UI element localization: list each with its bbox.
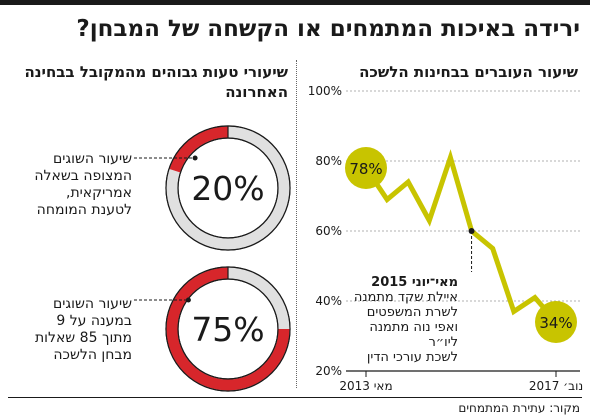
donut-inner-edge [177, 137, 279, 239]
data-point [385, 198, 389, 201]
annotation-line: לשרת המשפטים [366, 305, 458, 320]
data-point [533, 296, 537, 299]
description-line: מבחן הלשכה [53, 347, 132, 363]
x-tick-label: מאי 2013 [339, 379, 392, 393]
description-line: אמריקאית, [66, 185, 132, 201]
annotation-line: לשכת עורכי הדין [366, 350, 458, 365]
description-line: לטענת המומחה [36, 202, 132, 218]
description-line: מתוך 85 שאלות [34, 330, 132, 346]
donut-track [166, 126, 290, 250]
description-line: במענה על 9 [56, 313, 132, 329]
page-title: ירידה באיכות המתמחים או הקשחה של המבחן? [76, 16, 580, 42]
annotation-line: ואפי נוה מתמנה ליו״ר [369, 320, 458, 350]
x-tick-label: נוב׳ 2017 [529, 379, 583, 393]
value-bubble [535, 301, 577, 343]
value-bubble [345, 147, 387, 189]
donut-2-description: שיעור השוגים במענה על 9 מתוך 85 שאלות מב… [6, 296, 132, 364]
donut-outer-ring [165, 266, 291, 392]
data-point [470, 229, 474, 233]
annotation-line: איילת שקד מתמנה [353, 290, 458, 305]
donut-1-description: שיעור השוגים המצופה בשאלה אמריקאית, לטענ… [6, 151, 132, 219]
donut-inner-ring [177, 137, 279, 239]
y-tick-label: 20% [315, 364, 342, 378]
footer-divider [8, 397, 582, 398]
data-point [491, 247, 495, 250]
donut-slice [166, 267, 290, 391]
data-point [554, 320, 558, 324]
donut-slice [169, 126, 229, 173]
description-line: שיעור השוגים [52, 151, 132, 167]
donut-section-title: שיעורי טעות גבוהים מהמקובל בבחינה האחרונ… [24, 63, 288, 101]
data-point [512, 310, 516, 313]
y-tick-label: 60% [315, 224, 342, 238]
donut-track [166, 267, 290, 391]
top-bar [0, 0, 590, 5]
donut-outer-edge [165, 266, 291, 392]
source-note: מקור: עתירת המתמחים [458, 401, 580, 415]
chart-annotation: מאי־יוני 2015 איילת שקד מתמנה לשרת המשפט… [350, 275, 458, 365]
value-label: 34% [539, 314, 572, 332]
leader-dot [185, 297, 191, 303]
annotation-point [468, 228, 475, 234]
data-point [364, 166, 368, 170]
donut-outer-ring [165, 125, 291, 251]
y-tick-label: 40% [315, 294, 342, 308]
data-point [427, 219, 431, 222]
leader-dot [192, 155, 198, 161]
donut-inner-edge [177, 278, 279, 380]
donut-outer-edge [165, 125, 291, 251]
line-chart-title: שיעור העוברים בבחינות הלשכה [359, 63, 578, 81]
donut-center-label: 75% [191, 310, 264, 349]
y-tick-label: 100% [308, 84, 342, 98]
donut-center-label: 20% [191, 169, 264, 208]
description-line: שיעור השוגים [52, 296, 132, 312]
section-divider [296, 60, 297, 388]
y-tick-label: 80% [315, 154, 342, 168]
data-point [448, 156, 452, 159]
data-point [406, 180, 410, 184]
annotation-heading: מאי־יוני 2015 [371, 275, 458, 290]
description-line: המצופה בשאלה [34, 168, 132, 184]
donut-inner-ring [177, 278, 279, 380]
value-label: 78% [349, 160, 382, 178]
